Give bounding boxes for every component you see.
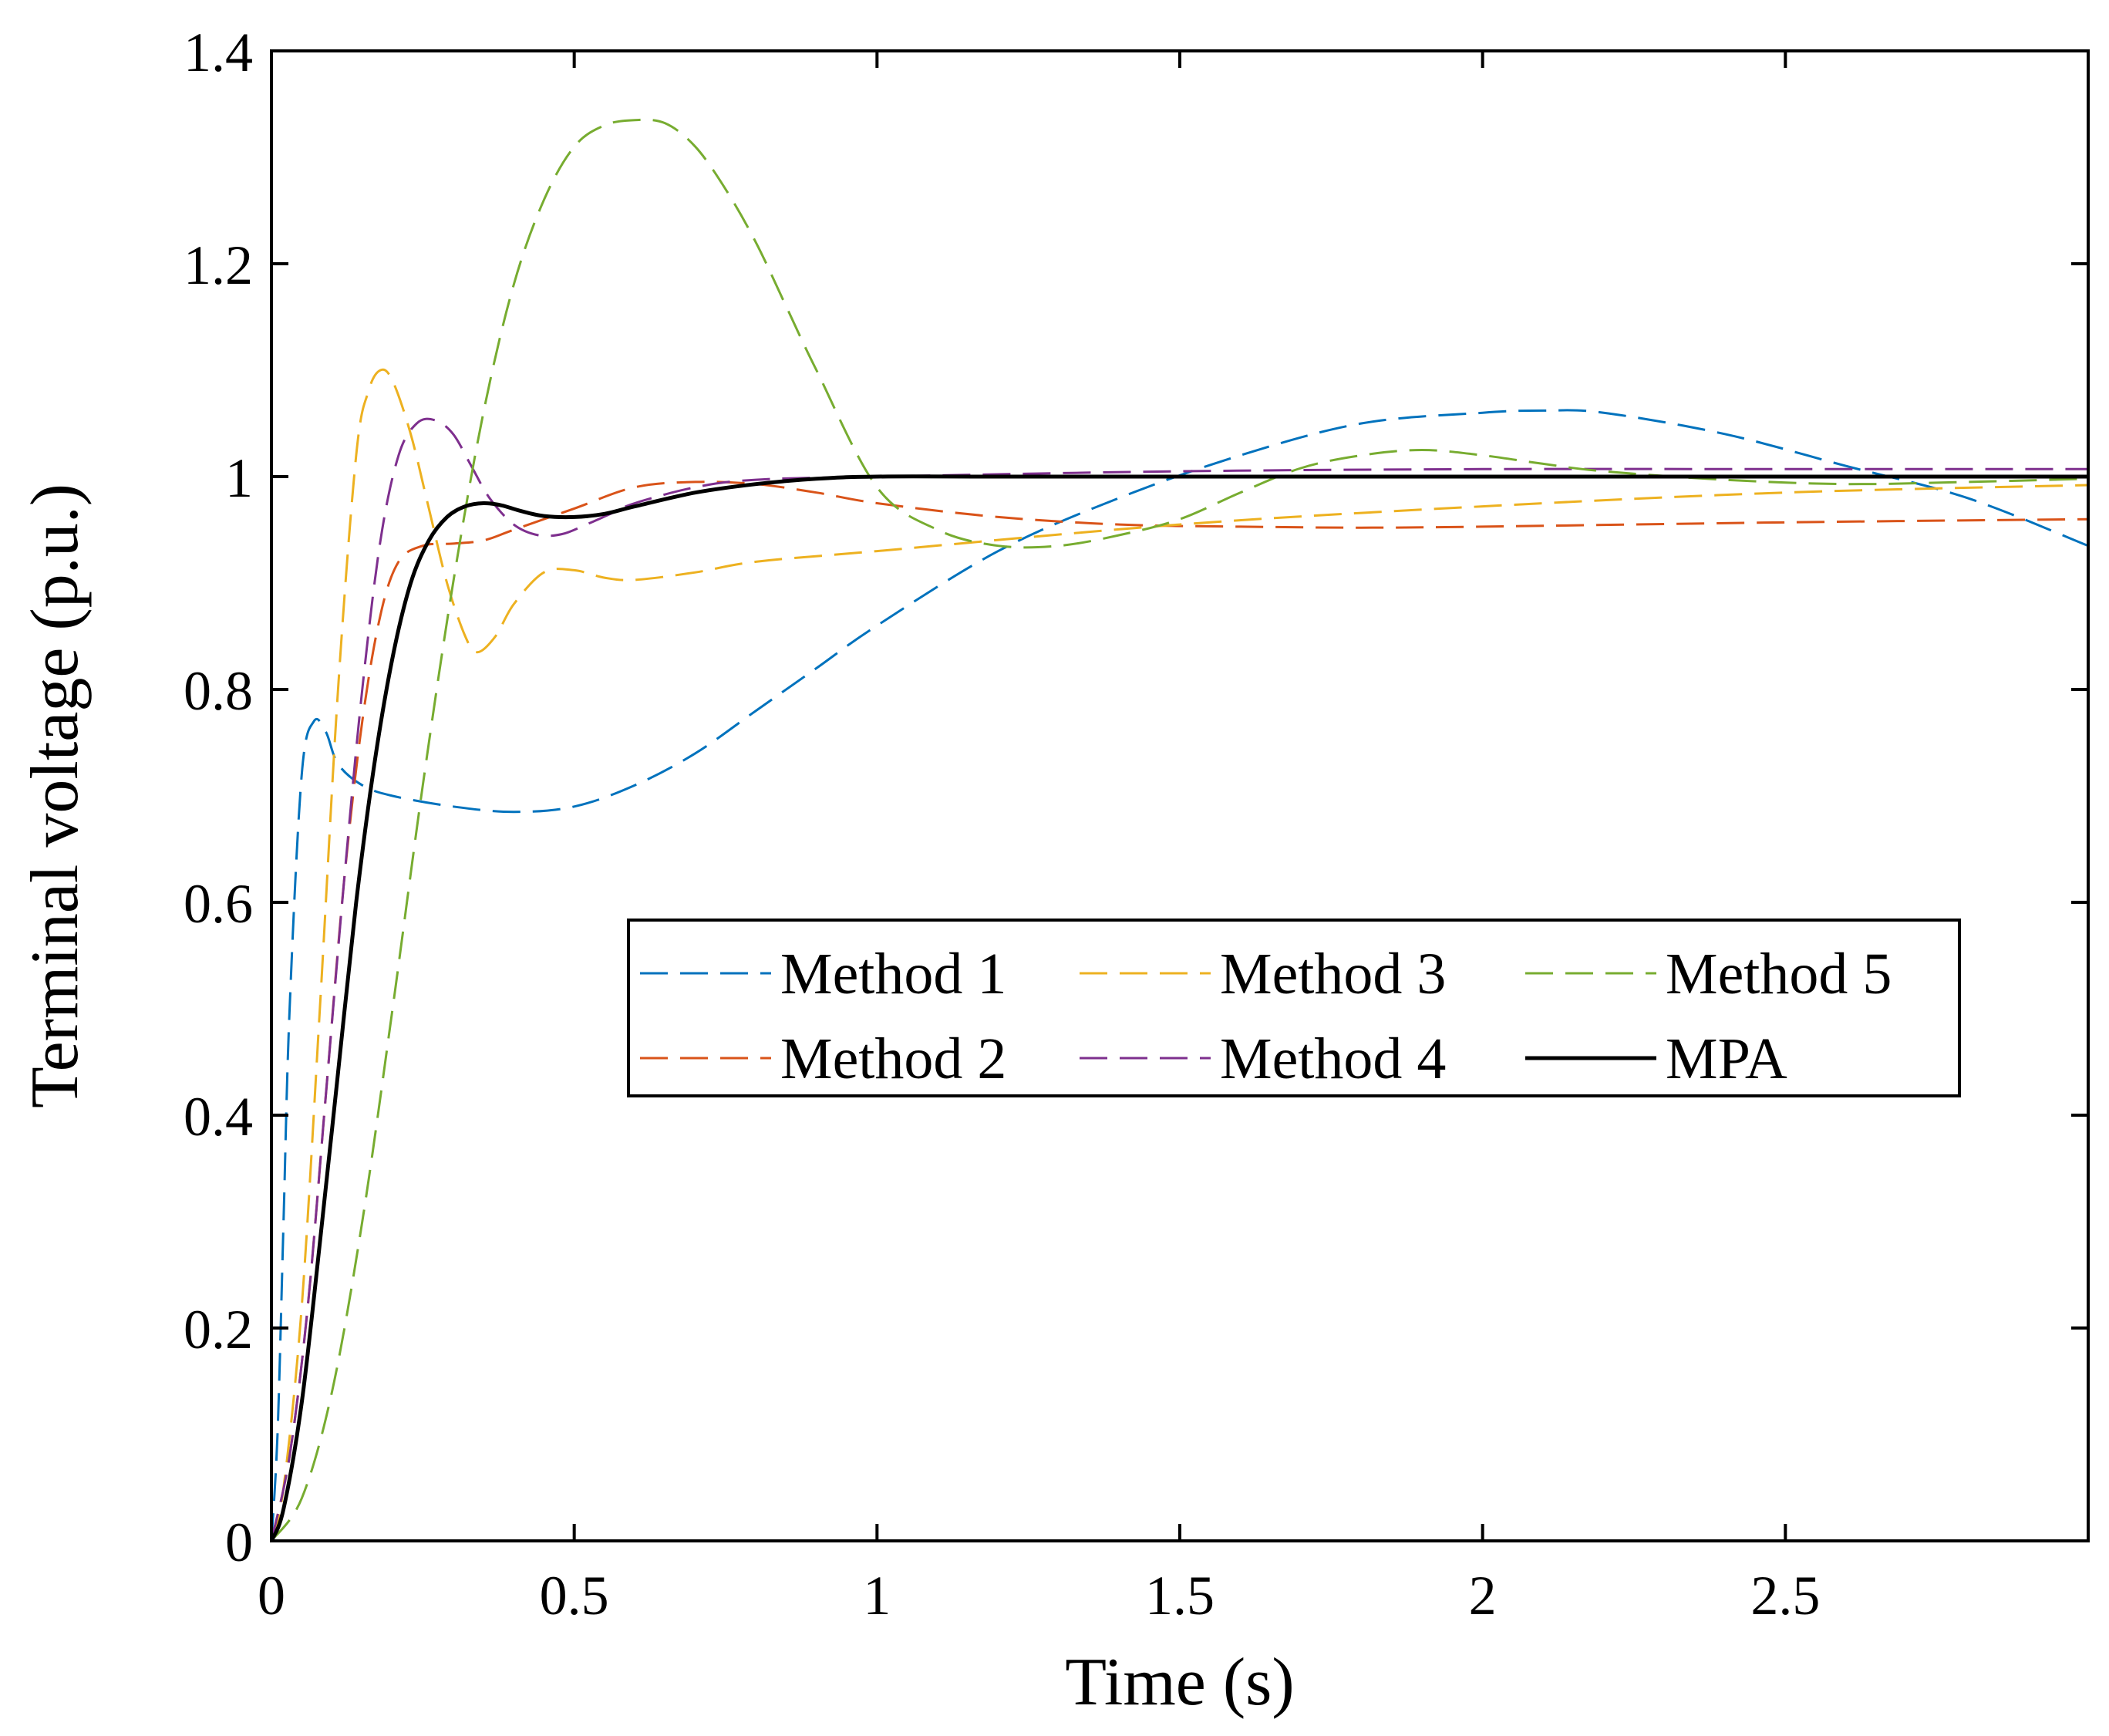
y-tick-label: 0.4 xyxy=(184,1086,253,1148)
series-line-method-5 xyxy=(271,118,2088,1541)
legend-label-method-2: Method 2 xyxy=(780,1026,1006,1091)
x-tick-label: 1 xyxy=(863,1565,891,1626)
y-tick-label: 1 xyxy=(225,447,253,509)
x-axis-title: Time (s) xyxy=(1065,1645,1294,1720)
series-line-method-4 xyxy=(271,417,2088,1541)
y-axis-title: Terminal voltage (p.u.) xyxy=(18,484,93,1108)
x-tick-label: 0 xyxy=(258,1565,285,1626)
x-tick-label: 1.5 xyxy=(1145,1565,1215,1626)
y-tick-label: 0.2 xyxy=(184,1299,253,1360)
legend-label-method-4: Method 4 xyxy=(1220,1026,1446,1091)
series-line-method-1 xyxy=(271,409,2088,1541)
legend-box xyxy=(627,919,1961,1097)
series-line-mpa xyxy=(271,474,2088,1541)
x-tick-label: 0.5 xyxy=(540,1565,609,1626)
series-layer xyxy=(271,118,2088,1541)
legend-label-method-5: Method 5 xyxy=(1666,942,1892,1006)
legend-label-method-3: Method 3 xyxy=(1220,942,1446,1006)
x-tick-label: 2.5 xyxy=(1750,1565,1820,1626)
y-tick-label: 1.2 xyxy=(184,234,253,296)
y-tick-label: 1.4 xyxy=(184,22,253,83)
tick-layer: 0 0.5 1 1.5 2 2.5 0 0.2 0.4 0.6 0.8 1 1.2 1.4 xyxy=(184,22,2088,1626)
series-line-method-3 xyxy=(271,368,2088,1541)
x-tick-label: 2 xyxy=(1469,1565,1497,1626)
y-tick-label: 0.6 xyxy=(184,873,253,935)
legend-label-method-1: Method 1 xyxy=(780,942,1006,1006)
plot-background xyxy=(271,51,2088,1541)
legend: Method 1 Method 2 Method 3 Method 4 Method 5… xyxy=(627,919,1961,1097)
y-tick-label: 0.8 xyxy=(184,660,253,722)
y-tick-label: 0 xyxy=(225,1512,253,1573)
legend-label-mpa: MPA xyxy=(1666,1026,1787,1091)
